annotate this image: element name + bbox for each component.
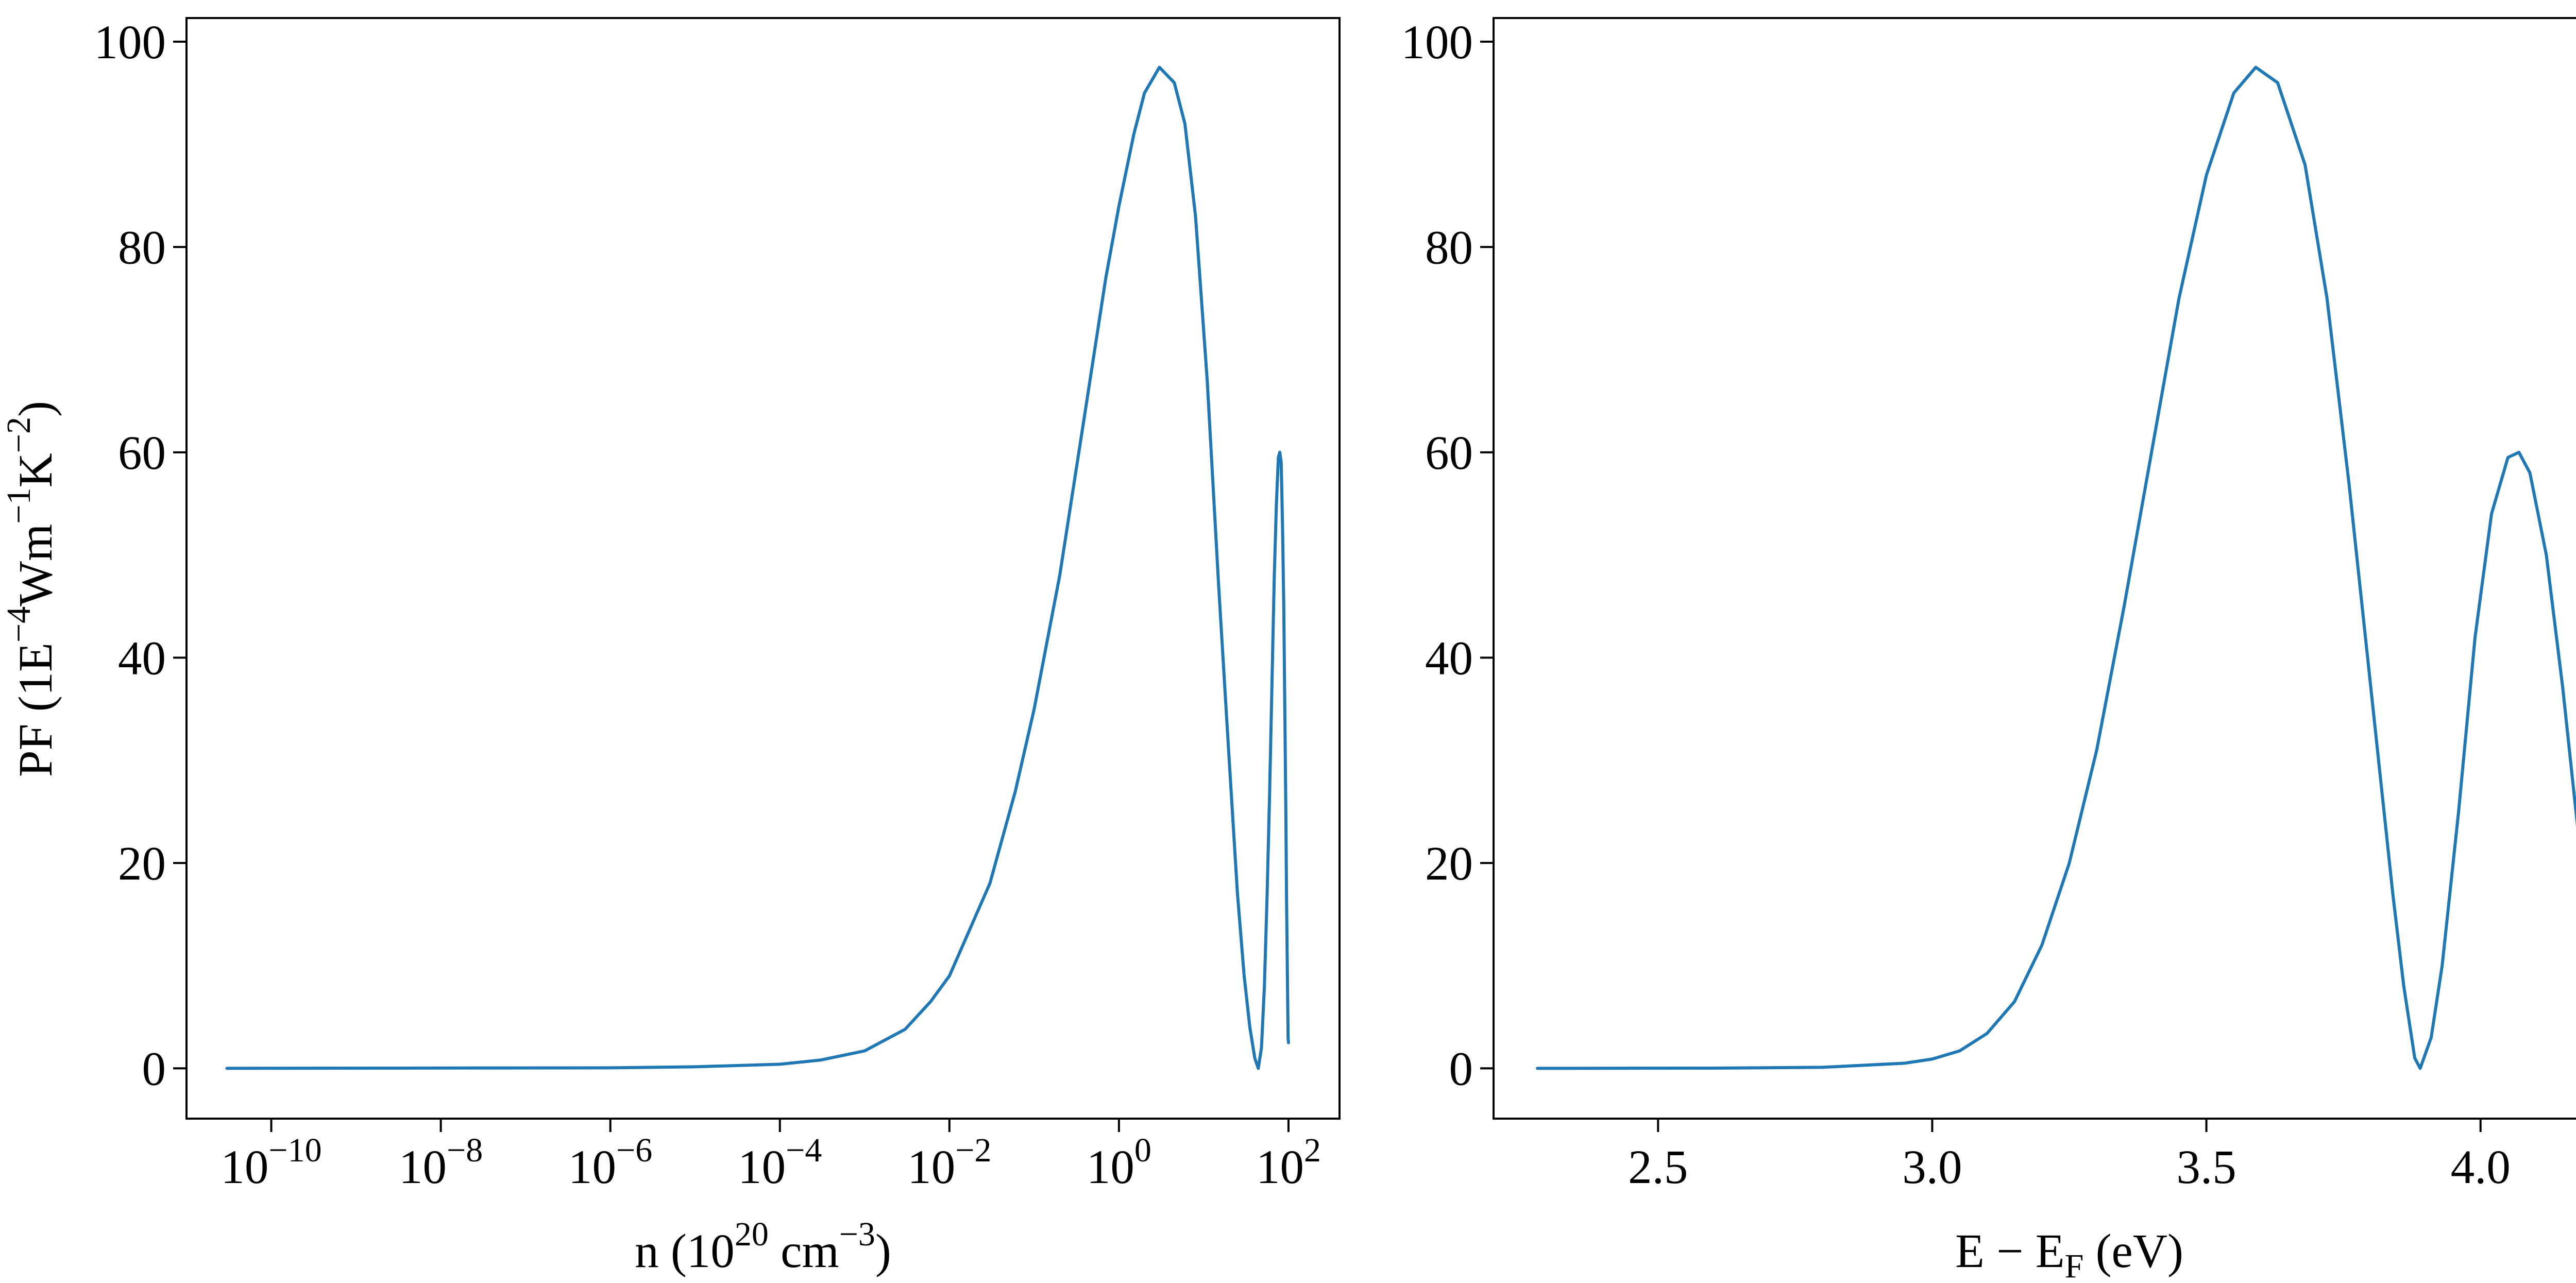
y-tick-label: 20 bbox=[118, 837, 166, 890]
x-tick-label: 10−8 bbox=[399, 1132, 483, 1194]
y-tick-label: 20 bbox=[1425, 837, 1473, 890]
y-tick-label: 80 bbox=[118, 221, 166, 274]
x-axis-label: E − EF (eV) bbox=[1955, 1225, 2183, 1283]
ticks-layer bbox=[173, 40, 1290, 1132]
chart-panel-density: 0 20 40 60 80 100 10−10 10−8 10−6 10−4 10−2 100 102 n… bbox=[0, 16, 1341, 1278]
y-tick-label: 40 bbox=[118, 632, 166, 685]
x-tick-label: 4.0 bbox=[2451, 1141, 2511, 1194]
plot-frame bbox=[185, 17, 1341, 1120]
y-axis-label: PF (1E−4Wm−1K−2) bbox=[0, 401, 62, 777]
y-tick-label: 60 bbox=[1425, 427, 1473, 480]
x-axis-label: n (1020 cm−3) bbox=[635, 1216, 891, 1278]
chart-panel-energy: 0 20 40 60 80 100 2.5 3.0 3.5 4.0 E − EF (eV) bbox=[1401, 16, 2576, 1283]
x-tick-label: 100 bbox=[1087, 1132, 1151, 1194]
x-tick-label: 10−4 bbox=[738, 1132, 822, 1194]
y-tick-label: 100 bbox=[94, 16, 166, 69]
y-tick-label: 100 bbox=[1401, 16, 1473, 69]
series-line bbox=[1536, 65, 2576, 1070]
y-tick-label: 0 bbox=[1449, 1042, 1473, 1095]
ticks-layer bbox=[1480, 40, 2482, 1132]
y-tick-label: 40 bbox=[1425, 632, 1473, 685]
plot-frame bbox=[1493, 17, 2576, 1120]
x-tick-label: 3.5 bbox=[2176, 1141, 2236, 1194]
x-tick-label: 10−6 bbox=[568, 1132, 652, 1194]
y-tick-label: 0 bbox=[142, 1042, 166, 1095]
x-tick-label: 2.5 bbox=[1628, 1141, 1688, 1194]
axis-labels: 0 20 40 60 80 100 2.5 3.0 3.5 4.0 E − EF (eV) bbox=[1401, 16, 2511, 1283]
series-line bbox=[225, 65, 1290, 1070]
x-tick-label: 102 bbox=[1256, 1132, 1321, 1194]
axis-labels: 0 20 40 60 80 100 10−10 10−8 10−6 10−4 10−2 100 102 n… bbox=[0, 16, 1321, 1278]
x-tick-label: 3.0 bbox=[1902, 1141, 1962, 1194]
x-tick-label: 10−10 bbox=[221, 1132, 321, 1194]
x-tick-label: 10−2 bbox=[907, 1132, 991, 1194]
y-tick-label: 80 bbox=[1425, 221, 1473, 274]
y-tick-label: 60 bbox=[118, 427, 166, 480]
